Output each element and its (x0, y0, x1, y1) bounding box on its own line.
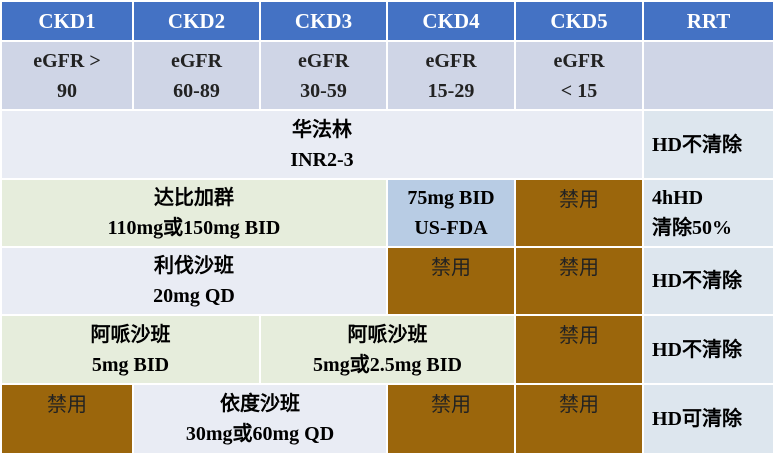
text: 30mg或60mg QD (185, 422, 335, 445)
text: 华法林 (292, 118, 352, 141)
text: 禁用 (559, 255, 599, 280)
text: HD不清除 (652, 270, 742, 293)
cell: 4hHD 清除50% (642, 177, 773, 249)
row: 利伐沙班 20mg QD 禁用 禁用 HD不清除 (0, 246, 773, 317)
text: 利伐沙班 (154, 255, 234, 278)
text: 禁用 (47, 391, 87, 416)
text: 5mg BID (91, 353, 170, 376)
header-cell: CKD5 (514, 0, 644, 43)
header-cell: CKD2 (132, 0, 261, 43)
cell: eGFR 30-59 (259, 40, 388, 112)
header-cell: RRT (642, 0, 773, 43)
text: eGFR (553, 49, 605, 72)
cell: eGFR > 90 (0, 40, 134, 112)
cell: eGFR 15-29 (386, 40, 516, 112)
egfr-row: eGFR > 90 eGFR 60-89 eGFR 30-59 eGFR 15-29 e… (0, 40, 773, 112)
text: HD不清除 (652, 338, 742, 361)
cell: 禁用 (514, 177, 644, 249)
cell: eGFR 60-89 (132, 40, 261, 112)
text: 禁用 (559, 323, 599, 348)
text: 禁用 (431, 391, 471, 416)
text: 15-29 (427, 79, 475, 102)
cell: 利伐沙班 20mg QD (0, 246, 388, 317)
cell: 禁用 (386, 246, 516, 317)
text: 禁用 (559, 186, 599, 211)
text: HD可清除 (652, 407, 742, 430)
cell: 禁用 (0, 382, 134, 455)
text: HD不清除 (652, 133, 742, 156)
cell: 禁用 (514, 382, 644, 455)
text: eGFR (425, 49, 477, 72)
text: 90 (57, 79, 77, 102)
text: 依度沙班 (220, 392, 300, 415)
cell: 依度沙班 30mg或60mg QD (132, 382, 388, 455)
text: 阿哌沙班 (90, 323, 171, 346)
cell: HD不清除 (642, 109, 773, 180)
text: INR2-3 (290, 148, 354, 171)
cell: HD不清除 (642, 314, 773, 385)
text: 禁用 (559, 391, 599, 416)
row: 达比加群 110mg或150mg BID 75mg BID US-FDA 禁用 4h… (0, 177, 773, 249)
text: 20mg QD (153, 285, 235, 308)
cell: eGFR < 15 (514, 40, 644, 112)
cell: HD可清除 (642, 382, 773, 455)
text: US-FDA (414, 216, 488, 239)
cell: 阿哌沙班 5mg或2.5mg BID (259, 314, 516, 385)
text: 清除50% (652, 216, 732, 239)
text: 30-59 (300, 79, 347, 102)
text: eGFR > (33, 49, 101, 72)
text: 禁用 (431, 255, 471, 280)
cell: HD不清除 (642, 246, 773, 317)
cell: 禁用 (514, 246, 644, 317)
cell: 禁用 (514, 314, 644, 385)
text: 110mg或150mg BID (107, 216, 281, 239)
cell: 禁用 (386, 382, 516, 455)
header-cell: CKD4 (386, 0, 516, 43)
text: 阿哌沙班 (347, 323, 428, 346)
cell: 阿哌沙班 5mg BID (0, 314, 261, 385)
row: 华法林 INR2-3 HD不清除 (0, 109, 773, 180)
cell: 75mg BID US-FDA (386, 177, 516, 249)
cell: 达比加群 110mg或150mg BID (0, 177, 388, 249)
header-cell: CKD1 (0, 0, 134, 43)
text: < 15 (560, 79, 598, 102)
header-cell: CKD3 (259, 0, 388, 43)
cell: 华法林 INR2-3 (0, 109, 644, 180)
text: 5mg或2.5mg BID (313, 353, 462, 376)
row: 阿哌沙班 5mg BID 阿哌沙班 5mg或2.5mg BID 禁用 HD不清除 (0, 314, 773, 385)
text: 75mg BID (407, 186, 495, 209)
row: 禁用 依度沙班 30mg或60mg QD 禁用 禁用 HD可清除 (0, 382, 773, 455)
text: eGFR (297, 49, 350, 72)
header-row: CKD1 CKD2 CKD3 CKD4 CKD5 RRT (0, 0, 773, 43)
text: 4hHD (652, 186, 704, 209)
text: eGFR (170, 49, 223, 72)
text: 60-89 (173, 79, 220, 102)
text: 达比加群 (154, 186, 234, 209)
cell (642, 40, 773, 112)
